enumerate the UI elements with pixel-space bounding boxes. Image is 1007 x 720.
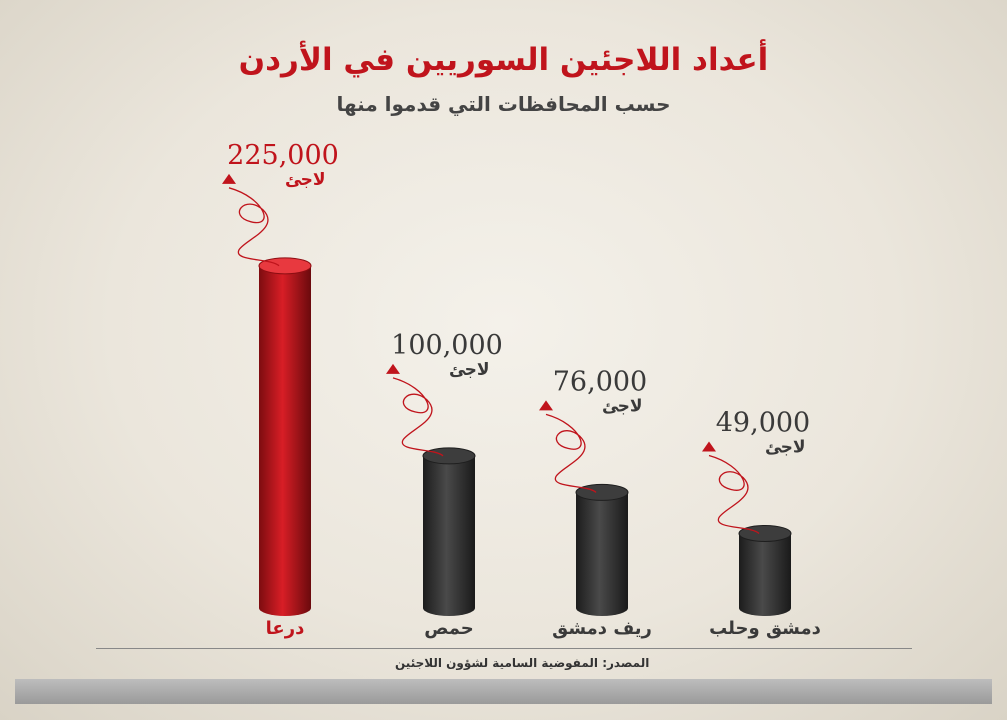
- bar-body: [423, 455, 475, 616]
- bar-top: [258, 257, 312, 275]
- value-label: 76,000: [553, 366, 647, 397]
- category-label: حمص: [424, 618, 474, 639]
- chart-title: أعداد اللاجئين السوريين في الأردن: [238, 42, 769, 78]
- connector-line: [392, 377, 444, 457]
- bar-body: [739, 533, 791, 616]
- arrow-up-icon: [222, 173, 236, 184]
- footer-bar: [15, 679, 992, 704]
- unit-label: لاجئ: [765, 437, 806, 457]
- chart-subtitle: حسب المحافظات التي قدموا منها: [336, 92, 671, 116]
- bar-top: [738, 524, 792, 542]
- bar-4: [738, 524, 792, 616]
- value-label: 100,000: [391, 330, 503, 361]
- unit-label: لاجئ: [449, 360, 490, 380]
- bar-body: [259, 265, 311, 616]
- category-label: دمشق وحلب: [709, 618, 821, 639]
- source-divider: [96, 648, 912, 649]
- source-text: المفوضية السامية لشؤون اللاجئين: [395, 656, 598, 670]
- arrow-up-icon: [702, 441, 716, 452]
- unit-label: لاجئ: [285, 170, 326, 190]
- bar-top: [575, 483, 629, 501]
- category-label: ريف دمشق: [552, 618, 652, 639]
- bar-3: [575, 483, 629, 616]
- source-label: المصدر:: [602, 656, 650, 670]
- unit-label: لاجئ: [602, 396, 643, 416]
- connector-line: [708, 454, 760, 535]
- arrow-up-icon: [539, 400, 553, 411]
- value-label: 225,000: [227, 140, 339, 171]
- bar-1: [258, 257, 312, 616]
- arrow-up-icon: [386, 363, 400, 374]
- bar-top: [422, 447, 476, 465]
- bar-2: [422, 447, 476, 616]
- connector-line: [545, 413, 597, 493]
- bar-body: [576, 492, 628, 616]
- connector-line: [228, 187, 280, 267]
- source-note: المصدر: المفوضية السامية لشؤون اللاجئين: [395, 656, 649, 670]
- value-label: 49,000: [716, 407, 810, 438]
- category-label: درعا: [266, 618, 305, 639]
